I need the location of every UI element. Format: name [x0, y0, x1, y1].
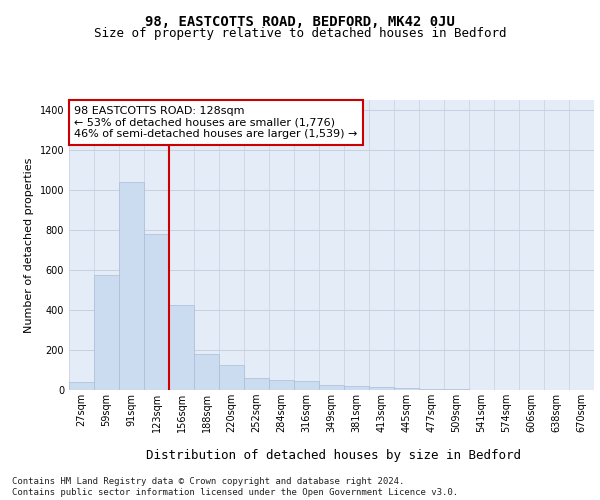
Y-axis label: Number of detached properties: Number of detached properties	[24, 158, 34, 332]
Bar	[94, 275, 119, 390]
Text: 98, EASTCOTTS ROAD, BEDFORD, MK42 0JU: 98, EASTCOTTS ROAD, BEDFORD, MK42 0JU	[145, 15, 455, 29]
Bar	[294, 381, 319, 390]
Bar	[394, 388, 419, 390]
Bar	[369, 387, 394, 390]
Bar	[269, 380, 294, 390]
Bar	[219, 365, 244, 390]
Bar	[194, 354, 219, 390]
Bar	[119, 182, 144, 390]
Bar	[319, 385, 344, 390]
Bar	[169, 305, 194, 390]
Bar	[344, 386, 369, 390]
Text: Size of property relative to detached houses in Bedford: Size of property relative to detached ho…	[94, 28, 506, 40]
Bar	[419, 389, 444, 390]
Text: Distribution of detached houses by size in Bedford: Distribution of detached houses by size …	[146, 450, 521, 462]
Text: Contains HM Land Registry data © Crown copyright and database right 2024.
Contai: Contains HM Land Registry data © Crown c…	[12, 478, 458, 497]
Text: 98 EASTCOTTS ROAD: 128sqm
← 53% of detached houses are smaller (1,776)
46% of se: 98 EASTCOTTS ROAD: 128sqm ← 53% of detac…	[74, 106, 358, 139]
Bar	[69, 382, 94, 390]
Bar	[144, 234, 169, 390]
Bar	[244, 378, 269, 390]
